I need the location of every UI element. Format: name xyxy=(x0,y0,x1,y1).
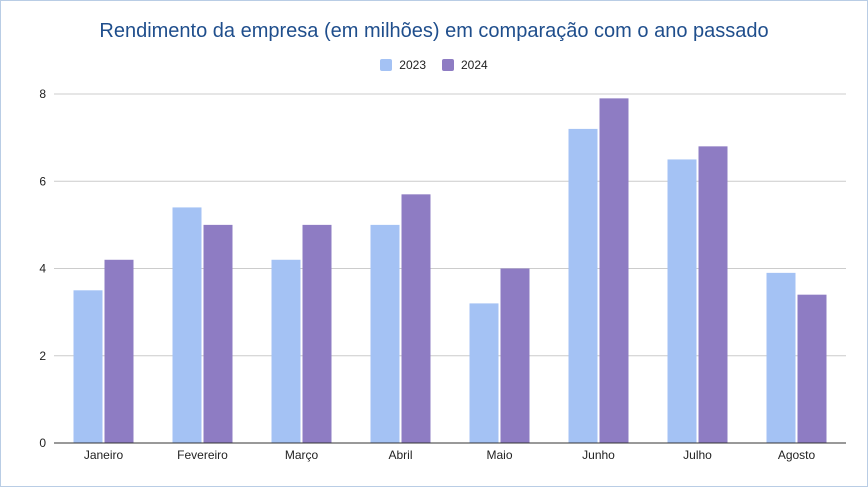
bar-2023-abril xyxy=(370,224,400,443)
bar-2023-junho xyxy=(568,128,598,443)
axis-group: 0 2 4 6 8 Janeiro Fevereiro Março Abril Maio Junho… xyxy=(39,87,846,462)
bar-2024-julho xyxy=(698,146,728,443)
bar-2023-fevereiro xyxy=(172,207,202,443)
bar-2023-janeiro xyxy=(73,290,103,443)
bar-2024-agosto xyxy=(797,294,827,443)
legend-item-2023[interactable]: 2023 xyxy=(380,58,426,72)
chart-title: Rendimento da empresa (em milhões) em co… xyxy=(99,20,769,42)
x-tick-label: Maio xyxy=(486,448,512,462)
bar-2023-julho xyxy=(667,159,697,443)
bar-2023-agosto xyxy=(766,272,796,443)
bar-2023-março xyxy=(271,259,301,443)
y-tick-label: 8 xyxy=(39,87,46,101)
bar-2024-junho xyxy=(599,98,629,444)
bar-2024-março xyxy=(302,224,332,443)
y-tick-label: 6 xyxy=(39,174,46,188)
bar-2024-abril xyxy=(401,194,431,443)
bar-2024-janeiro xyxy=(104,259,134,443)
y-tick-label: 2 xyxy=(39,349,46,363)
bar-2023-maio xyxy=(469,303,499,443)
x-tick-label: Julho xyxy=(683,448,712,462)
bars-group xyxy=(73,98,827,444)
y-tick-label: 0 xyxy=(39,436,46,450)
legend-swatch-2023 xyxy=(380,59,393,71)
chart-legend: 2023 2024 xyxy=(0,58,868,72)
bar-2024-maio xyxy=(500,268,530,443)
legend-item-2024[interactable]: 2024 xyxy=(442,58,488,72)
x-tick-label: Fevereiro xyxy=(177,448,228,462)
x-tick-label: Junho xyxy=(582,448,615,462)
bar-2024-fevereiro xyxy=(203,224,233,443)
x-tick-label: Março xyxy=(285,448,319,462)
y-tick-label: 4 xyxy=(39,262,46,276)
x-tick-label: Abril xyxy=(388,448,412,462)
legend-label-2024: 2024 xyxy=(461,58,488,72)
legend-swatch-2024 xyxy=(442,59,454,71)
x-tick-label: Janeiro xyxy=(84,448,124,462)
x-tick-label: Agosto xyxy=(778,448,816,462)
legend-label-2023: 2023 xyxy=(399,58,426,72)
